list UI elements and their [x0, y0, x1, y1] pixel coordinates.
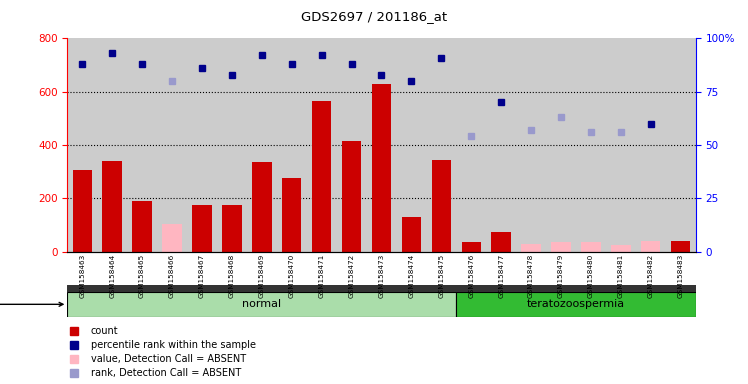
- Bar: [671, 241, 690, 252]
- Text: GSM158476: GSM158476: [468, 253, 474, 298]
- Text: GSM158468: GSM158468: [229, 253, 235, 298]
- Text: GSM158471: GSM158471: [319, 253, 325, 298]
- Bar: [491, 232, 511, 252]
- Bar: [456, 292, 696, 317]
- Text: GSM158475: GSM158475: [438, 253, 444, 298]
- Bar: [102, 161, 122, 252]
- Bar: [521, 243, 541, 252]
- Bar: [67, 38, 97, 252]
- Bar: [192, 205, 212, 252]
- Bar: [456, 38, 486, 252]
- Bar: [67, 292, 456, 317]
- Text: GSM158483: GSM158483: [678, 253, 684, 298]
- Text: GSM158477: GSM158477: [498, 253, 504, 298]
- Text: GSM158463: GSM158463: [79, 253, 85, 298]
- Text: GSM158467: GSM158467: [199, 253, 205, 298]
- Bar: [342, 141, 361, 252]
- Text: rank, Detection Call = ABSENT: rank, Detection Call = ABSENT: [91, 369, 241, 379]
- Text: GSM158464: GSM158464: [109, 253, 115, 298]
- Text: GSM158482: GSM158482: [648, 253, 654, 298]
- Bar: [551, 242, 571, 252]
- Bar: [367, 38, 396, 252]
- Text: GSM158479: GSM158479: [558, 253, 564, 298]
- Text: count: count: [91, 326, 118, 336]
- Text: normal: normal: [242, 299, 281, 310]
- Bar: [546, 38, 576, 252]
- Bar: [486, 38, 516, 252]
- Bar: [132, 201, 152, 252]
- Bar: [372, 84, 391, 252]
- Bar: [641, 241, 660, 252]
- Bar: [666, 38, 696, 252]
- Bar: [462, 242, 481, 252]
- Bar: [611, 245, 631, 252]
- Bar: [402, 217, 421, 252]
- Text: GSM158472: GSM158472: [349, 253, 355, 298]
- Text: GSM158474: GSM158474: [408, 253, 414, 298]
- Bar: [187, 38, 217, 252]
- Text: value, Detection Call = ABSENT: value, Detection Call = ABSENT: [91, 354, 246, 364]
- Bar: [97, 38, 127, 252]
- Bar: [581, 242, 601, 252]
- Text: GSM158480: GSM158480: [588, 253, 594, 298]
- Bar: [312, 101, 331, 252]
- Bar: [432, 160, 451, 252]
- Bar: [217, 38, 247, 252]
- Text: GSM158478: GSM158478: [528, 253, 534, 298]
- Text: GSM158466: GSM158466: [169, 253, 175, 298]
- Bar: [247, 38, 277, 252]
- Bar: [252, 162, 272, 252]
- Bar: [606, 38, 636, 252]
- Text: teratozoospermia: teratozoospermia: [527, 299, 625, 310]
- Bar: [282, 178, 301, 252]
- Text: disease state: disease state: [0, 299, 63, 310]
- Bar: [426, 38, 456, 252]
- Bar: [307, 38, 337, 252]
- Text: GSM158473: GSM158473: [378, 253, 384, 298]
- Text: GSM158465: GSM158465: [139, 253, 145, 298]
- Bar: [576, 38, 606, 252]
- Bar: [222, 205, 242, 252]
- Text: GSM158481: GSM158481: [618, 253, 624, 298]
- Bar: [127, 38, 157, 252]
- Bar: [162, 223, 182, 252]
- Bar: [516, 38, 546, 252]
- Text: percentile rank within the sample: percentile rank within the sample: [91, 340, 256, 350]
- Bar: [636, 38, 666, 252]
- Text: GDS2697 / 201186_at: GDS2697 / 201186_at: [301, 10, 447, 23]
- Bar: [73, 170, 92, 252]
- Bar: [277, 38, 307, 252]
- Text: GSM158470: GSM158470: [289, 253, 295, 298]
- Bar: [337, 38, 367, 252]
- Text: GSM158469: GSM158469: [259, 253, 265, 298]
- Bar: [157, 38, 187, 252]
- Bar: [396, 38, 426, 252]
